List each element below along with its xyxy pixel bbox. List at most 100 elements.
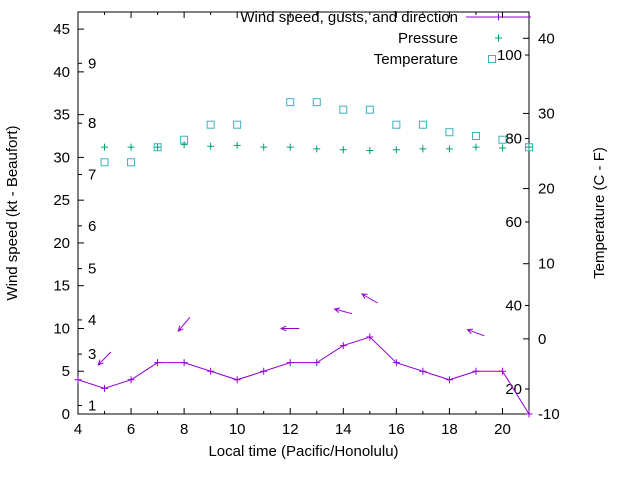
square-marker (339, 105, 348, 114)
fahrenheit-label: 60 (505, 214, 522, 231)
wind-direction-arrow (177, 316, 191, 332)
square-marker (286, 98, 295, 107)
square-marker (488, 55, 496, 63)
square-marker (127, 158, 136, 167)
plus-marker (233, 141, 241, 149)
plus-marker (101, 384, 109, 392)
y-left-tick-label: 0 (62, 406, 70, 423)
plus-marker (180, 141, 188, 149)
y-left-tick-label: 35 (53, 107, 70, 124)
beaufort-label: 9 (88, 55, 96, 72)
wind-direction-arrow (97, 351, 112, 366)
x-tick-label: 4 (74, 421, 82, 438)
plus-marker (313, 359, 321, 367)
plus-marker (525, 410, 533, 418)
plus-marker (233, 376, 241, 384)
celsius-tick-label: 30 (538, 105, 555, 122)
plus-marker (207, 367, 215, 375)
y-left-axis-title: Wind speed (kt - Beaufort) (4, 125, 21, 300)
wind-direction-arrow (280, 325, 300, 332)
plus-marker (154, 143, 162, 151)
square-marker (100, 158, 109, 167)
wind-direction-arrow (361, 293, 378, 304)
plus-marker (472, 367, 480, 375)
square-marker (365, 105, 374, 114)
x-tick-label: 14 (335, 421, 352, 438)
plus-marker (260, 143, 268, 151)
plus-marker (74, 376, 82, 384)
square-marker (312, 98, 321, 107)
plus-marker (180, 359, 188, 367)
y-left-tick-label: 20 (53, 235, 70, 252)
plus-marker (127, 376, 135, 384)
x-tick-label: 12 (282, 421, 299, 438)
x-tick-label: 16 (388, 421, 405, 438)
plus-marker (495, 34, 502, 42)
x-tick-label: 8 (180, 421, 188, 438)
wind-speed-series (74, 333, 533, 418)
y-left-tick-label: 10 (53, 320, 70, 337)
plus-marker (392, 146, 400, 154)
plus-marker (392, 359, 400, 367)
x-tick-label: 10 (229, 421, 246, 438)
plus-marker (286, 359, 294, 367)
x-axis-title: Local time (Pacific/Honolulu) (208, 443, 398, 460)
beaufort-label: 1 (88, 397, 96, 414)
beaufort-label: 3 (88, 346, 96, 363)
pressure-series (101, 141, 533, 155)
x-tick-label: 6 (127, 421, 135, 438)
plus-marker (498, 367, 506, 375)
celsius-tick-label: 20 (538, 181, 555, 198)
celsius-tick-label: 10 (538, 256, 555, 273)
plus-marker (127, 143, 135, 151)
y-left-tick-label: 5 (62, 363, 70, 380)
wind-direction-arrow (466, 328, 485, 337)
celsius-tick-label: 0 (538, 331, 546, 348)
plus-marker (101, 143, 109, 151)
square-marker (525, 143, 533, 152)
plus-marker (339, 146, 347, 154)
plus-marker (495, 13, 502, 21)
plus-marker (366, 333, 374, 341)
plus-marker (207, 142, 215, 150)
y-right-axis-title: Temperature (C - F) (591, 147, 608, 279)
plus-marker (445, 376, 453, 384)
x-tick-label: 20 (494, 421, 511, 438)
legend-label-wind: Wind speed, gusts, and direction (240, 9, 458, 26)
celsius-tick-label: 40 (538, 30, 555, 47)
plus-marker (154, 359, 162, 367)
plus-marker (472, 143, 480, 151)
wind-direction-arrows (97, 293, 485, 366)
square-marker (498, 135, 507, 144)
legend-label-temperature: Temperature (374, 51, 458, 68)
plus-marker (419, 367, 427, 375)
plus-marker (419, 145, 427, 153)
legend: Wind speed, gusts, and direction Pressure… (240, 9, 531, 68)
square-marker (233, 120, 242, 129)
plus-marker (366, 147, 374, 155)
plus-marker (498, 144, 506, 152)
temperature-series (100, 98, 533, 167)
square-marker (471, 131, 480, 140)
plus-marker (313, 145, 321, 153)
plot-border (77, 11, 530, 415)
square-marker (445, 128, 454, 137)
square-marker (392, 120, 401, 129)
wind-direction-arrow (333, 307, 353, 315)
beaufort-label: 6 (88, 218, 96, 235)
square-marker (180, 135, 189, 144)
y-left-tick-label: 25 (53, 192, 70, 209)
fahrenheit-label: 80 (505, 130, 522, 147)
celsius-tick-label: -10 (538, 406, 560, 423)
plus-marker (445, 145, 453, 153)
plus-marker (525, 143, 533, 151)
plus-marker (339, 342, 347, 350)
fahrenheit-label: 40 (505, 297, 522, 314)
square-marker (418, 120, 427, 129)
y-left-tick-label: 45 (53, 21, 70, 38)
